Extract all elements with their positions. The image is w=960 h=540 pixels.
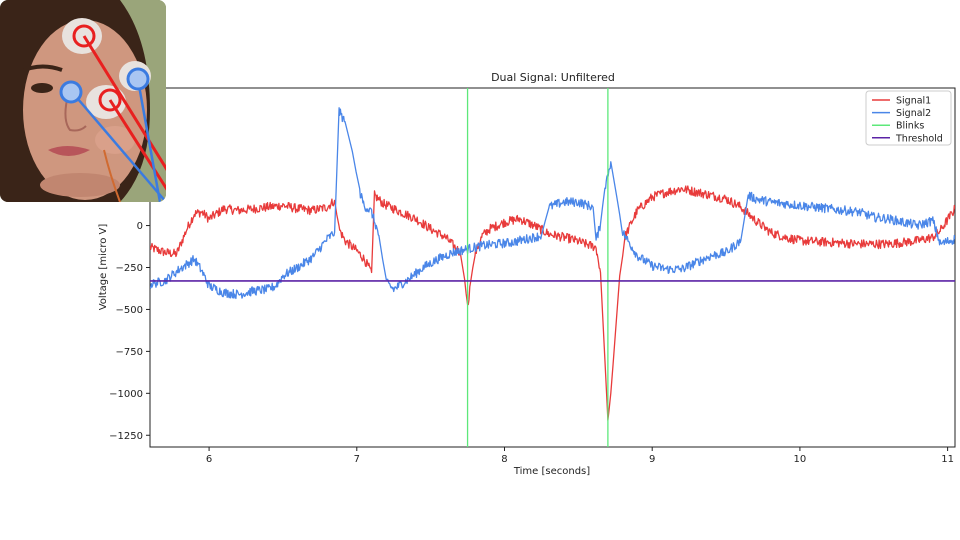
wire-red-2 [108,99,166,191]
wire-blue [71,91,166,202]
series-line-signal2 [150,107,955,300]
x-tick-label: 8 [501,454,507,465]
electrode-blue-left [59,80,83,104]
series-signal1 [150,185,955,421]
y-tick-label: −500 [116,305,143,316]
y-tick-label: −250 [116,263,143,274]
series-line-signal1 [150,185,955,421]
x-tick-label: 9 [649,454,655,465]
electrode-blue-temple [126,67,150,91]
lips [48,146,90,156]
electrode-red-eye [98,88,122,112]
y-axis-label: Voltage [micro V] [98,224,109,311]
face [23,20,147,200]
chart-title: Dual Signal: Unfiltered [491,71,615,84]
legend-entry: Blinks [896,121,924,132]
x-axis-label: Time [seconds] [513,466,590,477]
y-tick-label: −1250 [109,431,143,442]
series-blinks [466,88,609,447]
series-layer [150,88,955,447]
wire-blue-2 [136,79,162,202]
legend-entry: Signal2 [896,108,931,119]
x-tick-label: 6 [206,454,212,465]
eye [31,83,53,93]
electrode-pad-forehead [62,18,102,54]
x-tick-label: 11 [941,454,954,465]
wire-red [82,35,166,171]
plot-area [149,87,956,448]
y-tick-label: −750 [116,347,143,358]
axis-ticks: 6 7 8 9 10 11 0 −250 −500 −750 −1000 −1250 [109,221,954,465]
eyebrow [19,64,63,74]
legend-entry: Threshold [895,133,943,144]
y-tick-label: −1000 [109,389,143,400]
series-signal2 [150,107,955,300]
legend-box [865,90,952,146]
cheek [95,126,135,154]
legend-entry: Signal1 [896,96,931,107]
x-tick-label: 10 [794,454,807,465]
electrode-red-forehead [72,24,96,48]
chin-shadow [40,173,120,197]
y-tick-label: 0 [137,221,143,232]
nose [64,94,87,132]
subject-photo [0,0,166,202]
x-tick-label: 7 [354,454,360,465]
wire-orange [103,149,121,202]
